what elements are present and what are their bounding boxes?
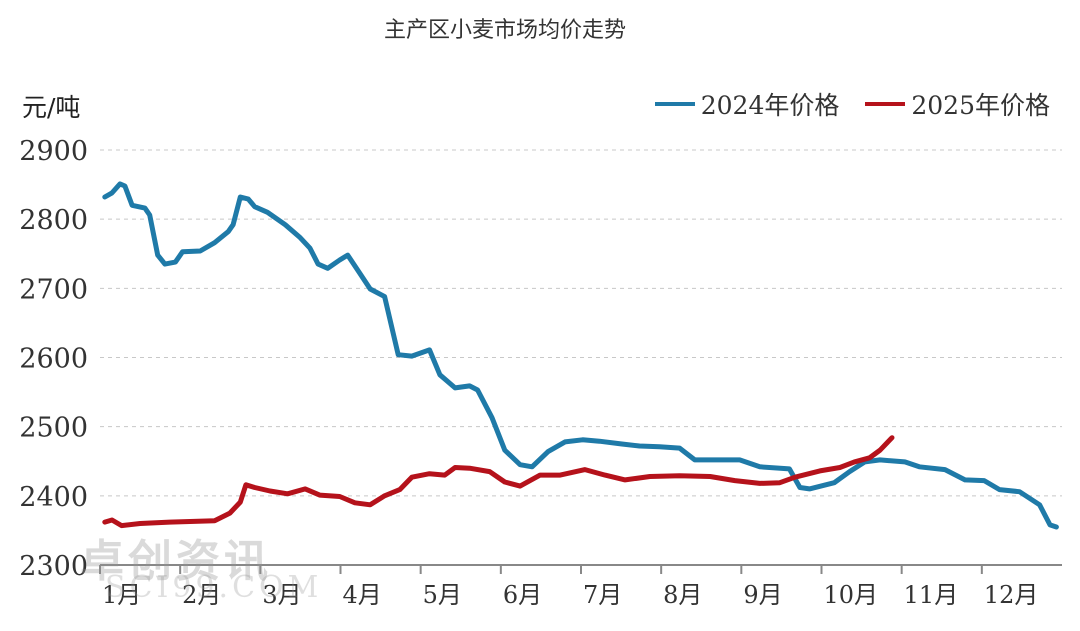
y-axis-unit-label: 元/吨	[22, 93, 81, 122]
y-tick-label: 2400	[19, 482, 88, 513]
watermark-logo-url: SCI99.COM	[105, 570, 323, 605]
legend-swatch-2024	[654, 102, 695, 106]
legend-item-2024: 2024年价格	[654, 86, 840, 122]
legend-label-2025: 2025年价格	[911, 91, 1050, 120]
legend: 2024年价格 2025年价格	[654, 86, 1050, 122]
series-line-2024	[102, 181, 1059, 530]
x-tick-label: 3月	[262, 581, 301, 609]
x-tick-label: 6月	[503, 581, 542, 609]
y-tick-label: 2500	[19, 413, 88, 444]
series-line-2025	[102, 435, 895, 529]
x-tick-label: 5月	[423, 581, 462, 609]
x-tick-label: 8月	[663, 581, 702, 609]
chart-title: 主产区小麦市场均价走势	[383, 18, 626, 43]
y-tick-label: 2900	[19, 136, 88, 167]
watermark-logo: 卓创资讯	[80, 536, 272, 587]
x-tick-label: 12月	[984, 581, 1039, 609]
x-tick-label: 1月	[102, 581, 141, 609]
x-tick-label: 11月	[904, 581, 959, 609]
legend-swatch-2025	[865, 102, 906, 106]
x-tick-label: 7月	[583, 581, 622, 609]
legend-item-2025: 2025年价格	[865, 86, 1050, 122]
legend-label-2024: 2024年价格	[700, 91, 840, 120]
x-tick-label: 2月	[182, 581, 221, 609]
y-tick-label: 2300	[19, 551, 88, 582]
x-tick-label: 9月	[743, 581, 782, 609]
y-tick-label: 2600	[19, 344, 88, 375]
x-tick-label: 10月	[824, 581, 879, 609]
x-tick-label: 4月	[343, 581, 382, 609]
y-tick-label: 2700	[19, 274, 88, 305]
y-tick-label: 2800	[19, 205, 88, 236]
